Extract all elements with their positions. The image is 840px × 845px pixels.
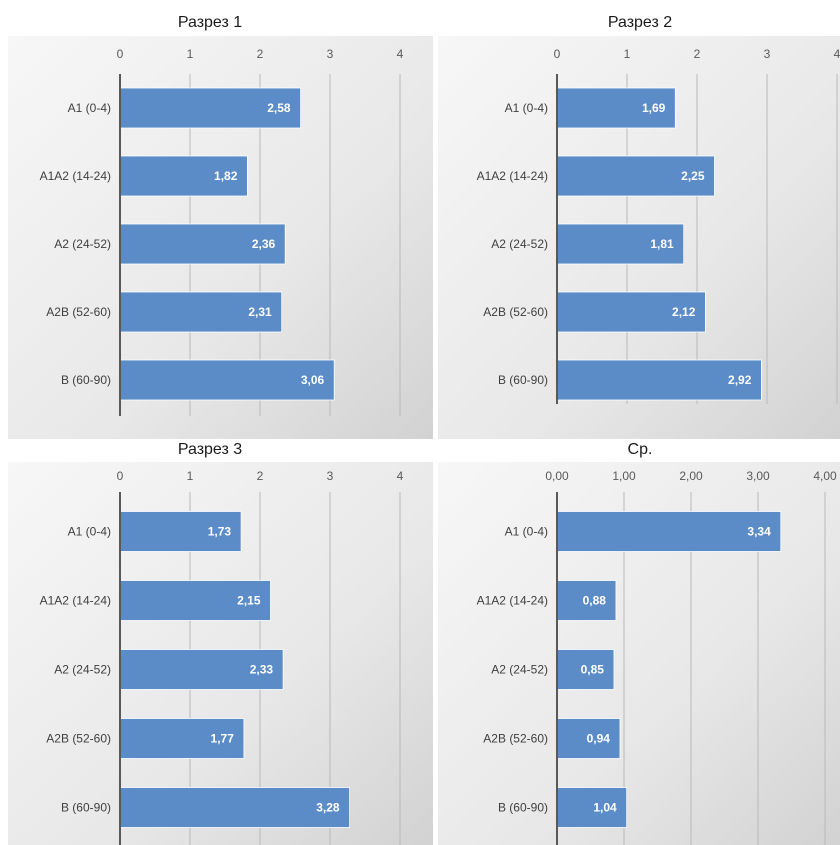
x-tick-label: 2 <box>257 469 264 483</box>
bar <box>119 155 248 197</box>
data-label: 3,06 <box>301 373 325 387</box>
data-label: 2,36 <box>252 237 276 251</box>
category-label: A1 (0-4) <box>505 525 548 539</box>
category-label: A2 (24-52) <box>54 237 111 251</box>
x-tick-label: 1,00 <box>612 469 636 483</box>
x-tick-label: 1 <box>187 47 194 61</box>
x-tick-label: 3,00 <box>746 469 770 483</box>
category-label: A2 (24-52) <box>491 663 548 677</box>
x-tick-label: 3 <box>327 47 334 61</box>
chart-title-1: Разрез 1 <box>177 14 243 31</box>
x-tick-label: 2 <box>257 47 264 61</box>
bar <box>119 359 335 401</box>
data-label: 1,04 <box>593 801 617 815</box>
x-tick-label: 0,00 <box>545 469 569 483</box>
bar <box>119 223 286 265</box>
data-label: 2,92 <box>728 373 752 387</box>
data-label: 3,28 <box>316 801 340 815</box>
data-label: 1,69 <box>642 101 666 115</box>
category-label: B (60-90) <box>61 373 111 387</box>
data-label: 1,73 <box>208 525 232 539</box>
bar <box>119 649 284 690</box>
category-label: A1A2 (14-24) <box>477 169 548 183</box>
category-label: A2B (52-60) <box>46 732 111 746</box>
data-label: 0,85 <box>581 663 605 677</box>
bar <box>119 511 242 552</box>
bar <box>556 87 676 129</box>
bar <box>556 580 617 621</box>
bar <box>556 718 621 759</box>
x-tick-label: 4 <box>397 47 404 61</box>
data-label: 2,25 <box>681 169 705 183</box>
data-label: 2,33 <box>250 663 274 677</box>
bar <box>556 649 615 690</box>
category-label: A2B (52-60) <box>46 305 111 319</box>
category-label: A1 (0-4) <box>68 101 111 115</box>
bar <box>556 223 685 265</box>
data-label: 2,31 <box>248 305 272 319</box>
bar-chart-razrez-3: 0 1 2 3 4 A1 (0-4) 1,73 A1A2 (14-24) 2,15 A2 (24-… <box>8 462 433 845</box>
category-label: B (60-90) <box>498 373 548 387</box>
bar <box>556 359 762 401</box>
bar <box>556 155 715 197</box>
x-tick-label: 2,00 <box>679 469 703 483</box>
x-tick-label: 4 <box>834 47 840 61</box>
category-label: A1A2 (14-24) <box>477 594 548 608</box>
x-tick-label: 4 <box>397 469 404 483</box>
category-label: A1A2 (14-24) <box>40 169 111 183</box>
x-tick-label: 0 <box>554 47 561 61</box>
category-label: A2B (52-60) <box>483 305 548 319</box>
data-label: 1,81 <box>650 237 674 251</box>
data-label: 2,58 <box>267 101 291 115</box>
x-tick-label: 4,00 <box>813 469 837 483</box>
data-label: 2,15 <box>237 594 261 608</box>
category-label: A1A2 (14-24) <box>40 594 111 608</box>
bar-chart-razrez-1: 0 1 2 3 4 A1 (0-4) 2,58 A1A2 (14-24) 1,82 A2 (24-… <box>8 36 433 439</box>
bar <box>119 787 351 828</box>
x-tick-label: 3 <box>764 47 771 61</box>
category-label: A1 (0-4) <box>68 525 111 539</box>
x-tick-label: 2 <box>694 47 701 61</box>
category-label: B (60-90) <box>498 801 548 815</box>
x-tick-label: 0 <box>117 469 124 483</box>
data-label: 2,12 <box>672 305 696 319</box>
data-label: 0,94 <box>587 732 611 746</box>
chart-title-4: Ср. <box>627 441 653 458</box>
data-label: 1,82 <box>214 169 238 183</box>
x-tick-label: 3 <box>327 469 334 483</box>
bar <box>119 718 245 759</box>
x-tick-label: 1 <box>624 47 631 61</box>
data-label: 3,34 <box>747 525 771 539</box>
data-label: 0,88 <box>583 594 607 608</box>
data-label: 1,77 <box>211 732 235 746</box>
category-label: A2B (52-60) <box>483 732 548 746</box>
category-label: A2 (24-52) <box>54 663 111 677</box>
x-tick-label: 0 <box>117 47 124 61</box>
bar <box>119 580 271 621</box>
bar <box>556 291 706 333</box>
category-label: A2 (24-52) <box>491 237 548 251</box>
bar-chart-average: 0,00 1,00 2,00 3,00 4,00 A1 (0-4) 3,34 A1A2 (14… <box>438 462 840 845</box>
category-label: B (60-90) <box>61 801 111 815</box>
chart-title-2: Разрез 2 <box>607 14 673 31</box>
chart-title-3: Разрез 3 <box>177 441 243 458</box>
category-label: A1 (0-4) <box>505 101 548 115</box>
x-tick-label: 1 <box>187 469 194 483</box>
bar-chart-razrez-2: 0 1 2 3 4 A1 (0-4) 1,69 A1A2 (14-24) 2,25 A2 (24-… <box>438 36 840 439</box>
